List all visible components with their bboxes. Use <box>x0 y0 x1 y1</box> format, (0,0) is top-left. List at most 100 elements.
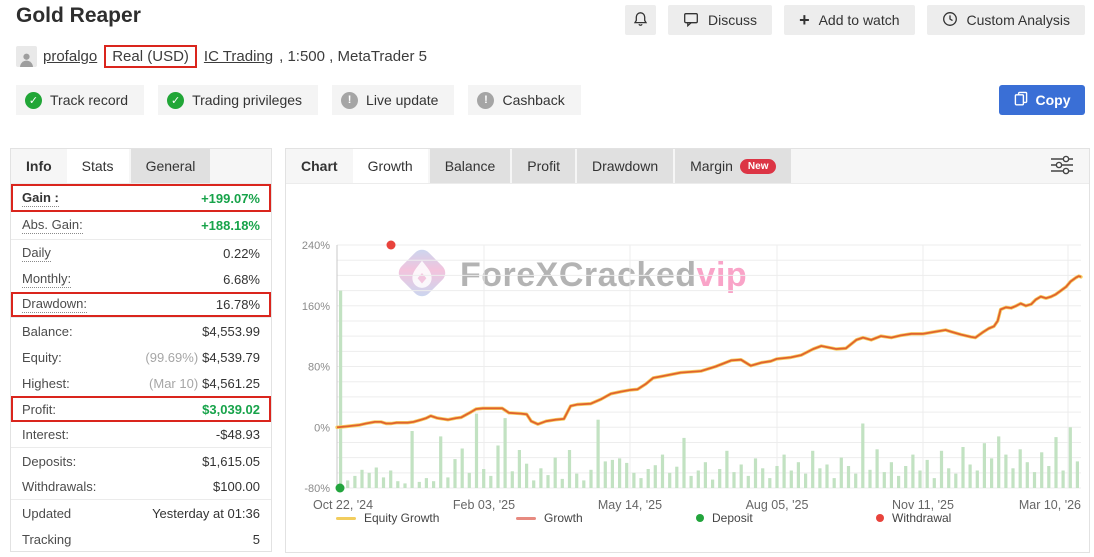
stat-row-interest: Interest: -$48.93 <box>11 422 271 448</box>
legend-line-swatch <box>516 516 536 520</box>
stat-value: $1,615.05 <box>202 453 260 469</box>
x-axis-tick: Feb 03, '25 <box>453 498 515 512</box>
verification-badges: ✓ Track record ✓ Trading privileges ! Live up… <box>16 85 581 115</box>
add-to-watch-button[interactable]: + Add to watch <box>784 5 915 35</box>
tab-profit[interactable]: Profit <box>512 149 575 183</box>
avatar <box>16 46 37 67</box>
stat-label[interactable]: Monthly: <box>22 270 72 288</box>
stat-label: Tracking <box>22 531 72 547</box>
clock-icon <box>942 11 958 30</box>
legend-dot-swatch <box>696 514 704 522</box>
account-info-row: profalgo Real (USD) IC Trading , 1:500 ,… <box>16 45 427 68</box>
stat-label: Highest: <box>22 375 70 391</box>
legend-label: Deposit <box>712 511 753 525</box>
y-axis-tick: 80% <box>308 362 330 374</box>
speech-bubble-icon <box>683 11 699 30</box>
x-axis-tick: Mar 10, '26 <box>1019 498 1081 512</box>
legend-item-withdrawal[interactable]: Withdrawal <box>876 511 1056 525</box>
stat-value: 0.22% <box>223 245 260 261</box>
discuss-label: Discuss <box>708 12 758 28</box>
verification-badge-track-record[interactable]: ✓ Track record <box>16 85 145 115</box>
custom-analysis-button[interactable]: Custom Analysis <box>926 5 1085 35</box>
stat-value: +199.07% <box>201 190 260 206</box>
stat-label: Withdrawals: <box>22 479 97 494</box>
deposit-bars <box>339 290 1079 489</box>
stat-label: Updated <box>22 505 72 521</box>
stat-label: Interest: <box>22 427 69 442</box>
stat-value: 5 <box>252 531 260 547</box>
exclamation-circle-icon: ! <box>477 91 495 109</box>
verification-badge-trading-privileges[interactable]: ✓ Trading privileges <box>158 85 319 115</box>
badge-label: Track record <box>50 92 129 108</box>
tab-stats[interactable]: Stats <box>66 149 129 183</box>
growth-line <box>336 275 1082 429</box>
tab-general[interactable]: General <box>130 149 211 183</box>
stat-row-highest: Highest: (Mar 10) $4,561.25 <box>11 370 271 396</box>
gridlines <box>336 244 1081 489</box>
stat-value: $4,553.99 <box>202 323 260 339</box>
copy-icon <box>1014 91 1028 109</box>
verification-badge-live-update[interactable]: ! Live update <box>332 85 455 115</box>
stat-value-prefix: (Mar 10) <box>149 375 199 391</box>
stat-value: 6.68% <box>223 271 260 287</box>
chart-panel: Chart Growth Balance Profit Drawdown Margin N… <box>285 148 1090 553</box>
notification-bell-button[interactable] <box>625 5 657 35</box>
stat-label[interactable]: Daily <box>22 244 51 262</box>
y-axis-tick: 0% <box>314 422 330 434</box>
stat-label[interactable]: Drawdown: <box>22 296 88 313</box>
stat-row-tracking: Tracking 5 <box>11 526 271 552</box>
stat-value: (99.69%) $4,539.79 <box>145 349 260 365</box>
tab-balance[interactable]: Balance <box>429 149 511 183</box>
stat-label: Profit: <box>22 401 56 417</box>
stat-value: +188.18% <box>201 218 260 233</box>
plus-icon: + <box>799 10 810 30</box>
page-title: Gold Reaper <box>16 4 141 27</box>
tab-growth[interactable]: Growth <box>352 149 428 183</box>
growth-chart[interactable]: 240% 160% 80% 0% -80% Oct 22, '24 Feb 03, '25 M… <box>286 218 1091 540</box>
stats-rows: Gain : +199.07% Abs. Gain: +188.18% Daily 0.2… <box>11 184 271 552</box>
stat-row-withdrawals: Withdrawals: $100.00 <box>11 474 271 500</box>
stat-label: Deposits: <box>22 453 77 469</box>
chart-legend: Equity Growth Growth Deposit Withdrawal <box>286 505 1089 531</box>
stat-value-prefix: (99.69%) <box>145 349 199 365</box>
badge-label: Cashback <box>502 92 565 108</box>
legend-item-deposit[interactable]: Deposit <box>696 511 876 525</box>
stat-value: Yesterday at 01:36 <box>152 505 260 521</box>
new-badge: New <box>739 158 777 174</box>
verification-badge-cashback[interactable]: ! Cashback <box>468 85 581 115</box>
stats-panel: Info Stats General Gain : +199.07% Abs. Gai… <box>10 148 272 552</box>
chart-settings-button[interactable] <box>1047 154 1077 178</box>
user-link[interactable]: profalgo <box>43 48 98 65</box>
legend-label: Withdrawal <box>892 511 952 525</box>
deposit-marker[interactable] <box>335 483 345 493</box>
bell-icon <box>633 11 648 30</box>
legend-label: Equity Growth <box>364 511 440 525</box>
stat-label[interactable]: Gain : <box>22 189 59 207</box>
account-details: , 1:500 , MetaTrader 5 <box>279 48 427 65</box>
broker-link[interactable]: IC Trading <box>203 48 274 65</box>
stat-label[interactable]: Abs. Gain: <box>22 217 83 234</box>
x-axis-tick: Aug 05, '25 <box>746 498 809 512</box>
stat-value: $3,039.02 <box>202 401 260 417</box>
custom-analysis-label: Custom Analysis <box>966 12 1070 28</box>
stat-value: (Mar 10) $4,561.25 <box>149 375 260 391</box>
stat-row-monthly: Monthly: 6.68% <box>11 266 271 292</box>
stat-value: 16.78% <box>215 297 260 312</box>
legend-item-equity-growth[interactable]: Equity Growth <box>336 511 516 525</box>
tab-drawdown[interactable]: Drawdown <box>576 149 674 183</box>
chart-panel-label: Chart <box>301 158 338 174</box>
copy-button[interactable]: Copy <box>999 85 1085 115</box>
discuss-button[interactable]: Discuss <box>668 5 773 35</box>
badge-label: Trading privileges <box>192 92 303 108</box>
stat-row-daily: Daily 0.22% <box>11 240 271 266</box>
stat-row-profit: Profit: $3,039.02 <box>11 396 271 422</box>
legend-line-swatch <box>336 516 356 520</box>
account-type-highlight: Real (USD) <box>104 45 197 68</box>
add-to-watch-label: Add to watch <box>818 12 900 28</box>
tab-margin[interactable]: Margin New <box>675 149 792 183</box>
sliders-icon <box>1049 154 1075 179</box>
withdrawal-marker[interactable] <box>386 240 396 250</box>
copy-label: Copy <box>1035 92 1071 108</box>
legend-item-growth[interactable]: Growth <box>516 511 696 525</box>
